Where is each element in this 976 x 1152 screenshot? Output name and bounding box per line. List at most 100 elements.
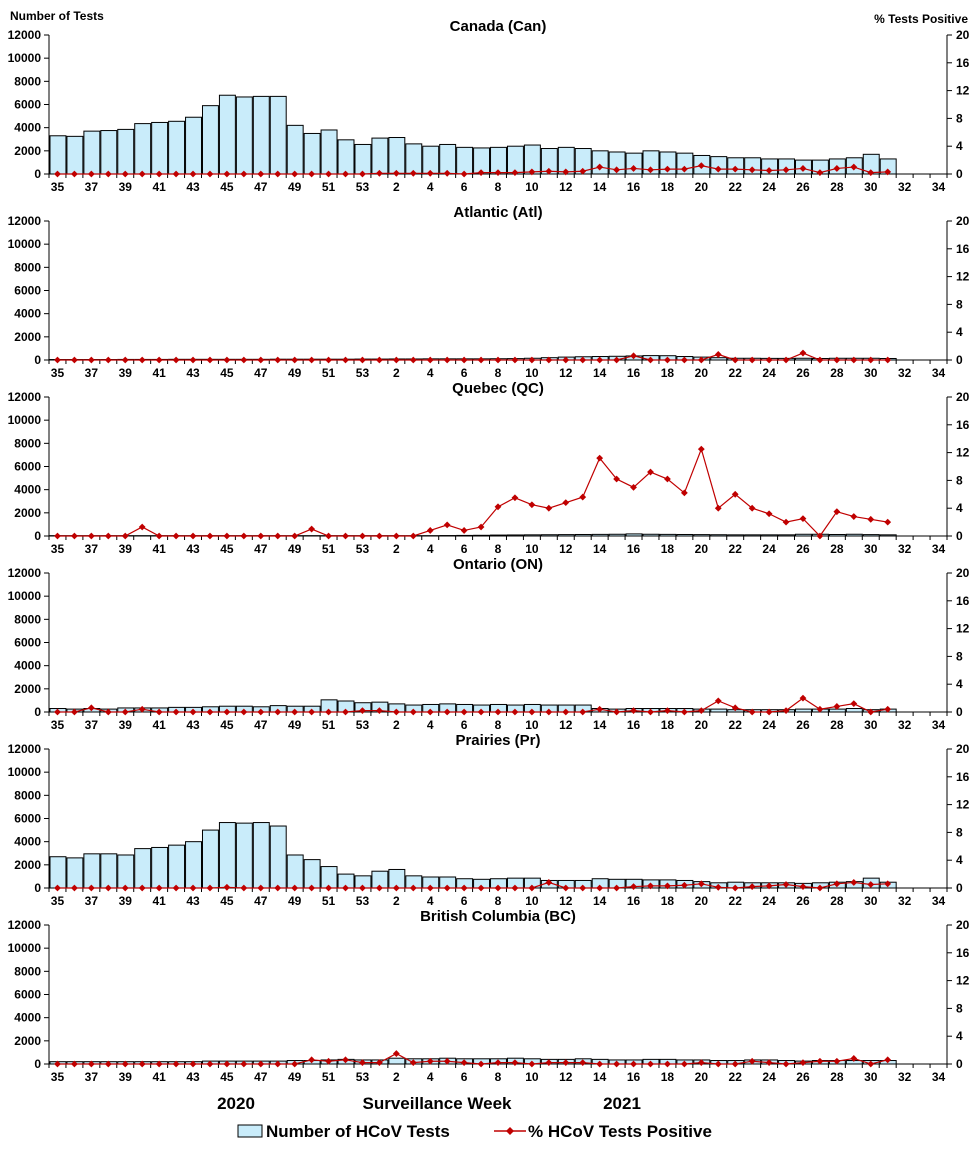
percent-positive-point	[850, 356, 858, 364]
percent-positive-point	[206, 708, 214, 716]
percent-positive-point	[884, 518, 892, 526]
percent-positive-point	[460, 708, 468, 716]
percent-positive-point	[426, 884, 434, 892]
percent-positive-point	[359, 1059, 366, 1067]
percent-positive-point	[325, 1057, 332, 1065]
bar	[83, 130, 101, 175]
percent-positive-point	[477, 523, 485, 531]
bar	[286, 854, 304, 889]
percent-positive-point	[409, 356, 417, 364]
y-right-tick-label: 8	[956, 825, 963, 839]
x-tick-label: 22	[729, 366, 743, 380]
x-tick-label: 51	[322, 366, 336, 380]
x-tick-label: 18	[661, 718, 675, 732]
percent-positive-point	[155, 356, 163, 364]
x-tick-label: 14	[593, 542, 607, 556]
percent-positive-point	[511, 494, 519, 502]
percent-positive-point	[697, 1059, 705, 1067]
percent-positive-point	[714, 1060, 722, 1068]
percent-positive-point	[748, 883, 756, 891]
x-tick-label: 20	[695, 1070, 709, 1084]
percent-positive-point	[460, 884, 468, 892]
percent-positive-point	[867, 1060, 875, 1068]
percent-positive-line	[57, 447, 888, 537]
percent-positive-point	[477, 1060, 485, 1068]
y-right-tick-label: 12	[956, 84, 970, 98]
percent-positive-point	[630, 707, 637, 715]
x-tick-label: 2	[393, 180, 400, 194]
y-left-tick-label: 4000	[14, 1011, 41, 1025]
x-tick-label: 49	[288, 718, 302, 732]
percent-positive-point	[833, 165, 841, 172]
bar	[320, 129, 338, 175]
y-left-tick-label: 4000	[14, 659, 41, 673]
percent-positive-point	[867, 708, 875, 716]
x-tick-label: 49	[288, 542, 302, 556]
y-right-tick-label: 16	[956, 594, 970, 608]
percent-positive-point	[731, 490, 739, 498]
percent-positive-point	[748, 708, 756, 716]
x-tick-label: 35	[51, 718, 65, 732]
percent-positive-point	[477, 884, 485, 892]
percent-positive-point	[223, 1060, 231, 1068]
x-tick-label: 47	[254, 366, 268, 380]
percent-positive-point	[392, 356, 400, 364]
y-right-tick-label: 0	[956, 881, 963, 895]
x-tick-label: 20	[695, 542, 709, 556]
bar	[66, 135, 84, 175]
x-tick-label: 24	[762, 542, 776, 556]
percent-positive-point	[71, 884, 78, 892]
percent-positive-point	[206, 170, 214, 178]
percent-positive-point	[579, 167, 587, 175]
percent-positive-point	[342, 884, 349, 892]
percent-positive-point	[562, 884, 570, 892]
x-tick-label: 34	[932, 894, 946, 908]
panel-3: Ontario (ON) 0 2000 4000 6000 8000 10000 12000 0…	[8, 556, 970, 732]
percent-positive-point	[664, 1060, 671, 1068]
percent-positive-point	[325, 884, 332, 892]
x-tick-label: 32	[898, 366, 912, 380]
x-tick-label: 2	[393, 718, 400, 732]
percent-positive-point	[54, 356, 61, 364]
x-tick-label: 26	[796, 718, 810, 732]
percent-positive-point	[308, 884, 316, 892]
x-tick-label: 43	[186, 894, 200, 908]
percent-positive-point	[223, 170, 231, 178]
percent-positive-point	[816, 1057, 824, 1065]
x-tick-label: 37	[85, 894, 99, 908]
percent-positive-point	[799, 694, 807, 702]
x-tick-label: 35	[51, 894, 65, 908]
y-left-tick-label: 10000	[8, 413, 42, 427]
percent-positive-point	[494, 1059, 502, 1067]
y-left-tick-label: 6000	[14, 98, 41, 112]
percent-positive-point	[799, 349, 807, 357]
percent-positive-point	[342, 356, 349, 364]
x-tick-label: 43	[186, 1070, 200, 1084]
percent-positive-point	[494, 503, 502, 511]
x-tick-label: 47	[254, 718, 268, 732]
percent-positive-point	[680, 708, 688, 716]
percent-positive-point	[494, 356, 502, 364]
percent-positive-point	[494, 708, 502, 716]
x-tick-label: 6	[461, 542, 468, 556]
percent-positive-point	[664, 475, 671, 483]
x-tick-label: 22	[729, 180, 743, 194]
percent-positive-point	[765, 356, 773, 364]
y-left-tick-label: 12000	[8, 390, 42, 404]
percent-positive-point	[494, 169, 502, 177]
percent-positive-point	[291, 356, 299, 364]
bar	[83, 853, 101, 889]
x-tick-label: 49	[288, 894, 302, 908]
bar	[100, 853, 118, 889]
x-tick-label: 34	[932, 366, 946, 380]
x-tick-label: 41	[152, 366, 166, 380]
y-right-tick-label: 8	[956, 649, 963, 663]
percent-positive-point	[409, 1059, 417, 1067]
x-tick-label: 34	[932, 180, 946, 194]
percent-positive-point	[748, 504, 756, 512]
x-tick-label: 22	[729, 894, 743, 908]
percent-positive-point	[528, 884, 536, 892]
y-left-tick-label: 2000	[14, 682, 41, 696]
y-left-tick-label: 0	[34, 881, 41, 895]
percent-positive-point	[308, 708, 316, 716]
